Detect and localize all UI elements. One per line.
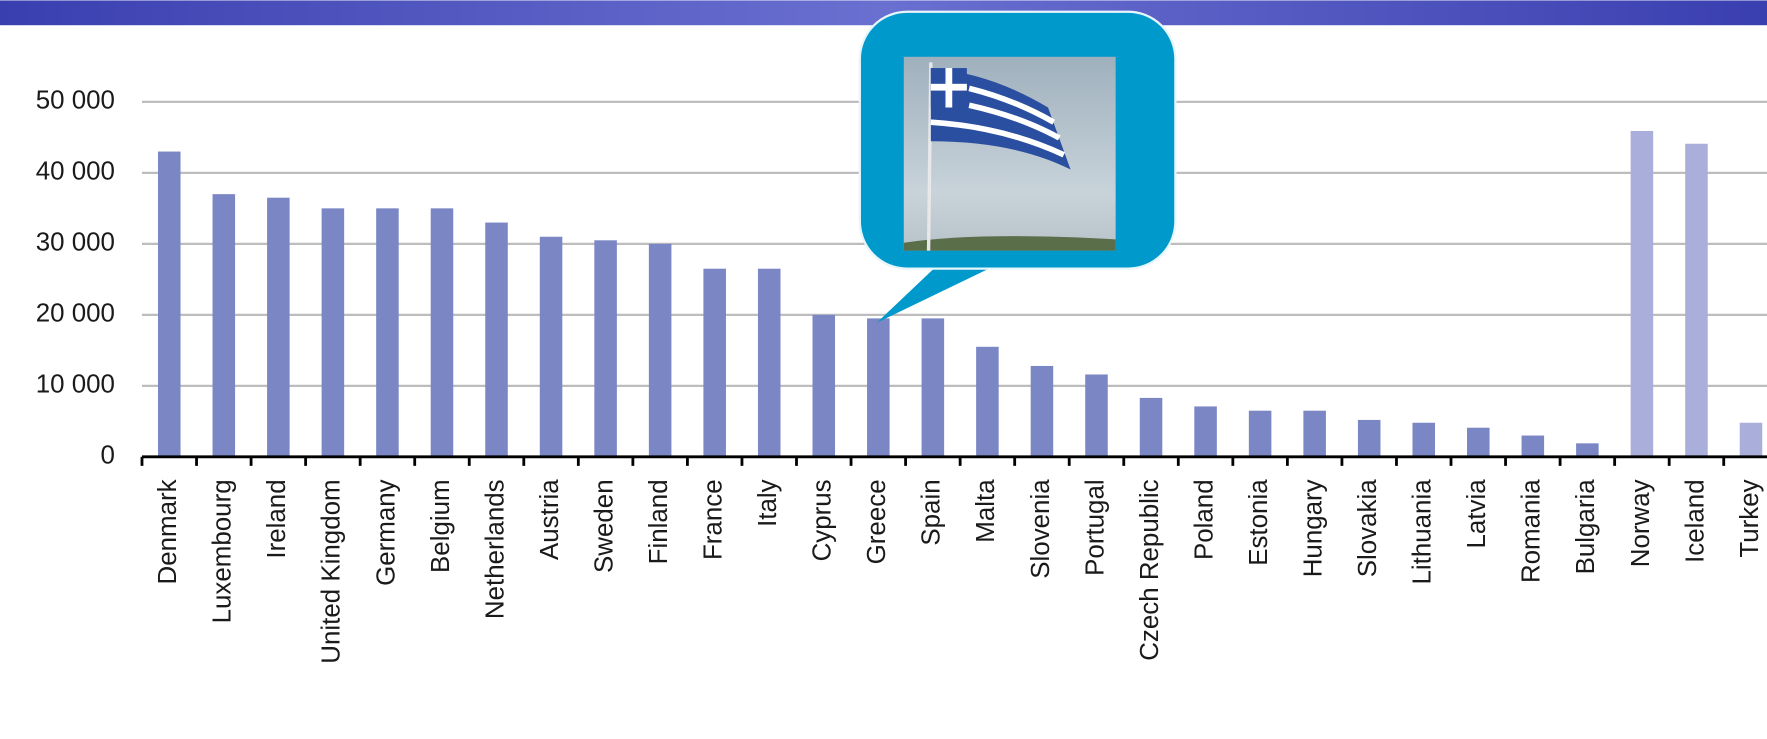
x-tick-label: Netherlands xyxy=(481,479,509,619)
bar xyxy=(430,208,454,457)
y-tick-label: 10 000 xyxy=(36,371,115,399)
x-tick-label: Luxembourg xyxy=(209,479,237,623)
bar xyxy=(867,318,890,457)
bar xyxy=(812,314,836,457)
y-tick-label: 20 000 xyxy=(36,300,115,328)
x-tick-label: Ireland xyxy=(263,479,291,558)
bar xyxy=(1248,410,1272,457)
x-tick-label: Cyprus xyxy=(809,479,837,561)
bar xyxy=(1739,422,1763,457)
bar xyxy=(212,194,236,457)
bar xyxy=(1194,406,1217,457)
bar xyxy=(757,268,781,457)
flag-pole xyxy=(926,62,933,251)
x-tick-label: Finland xyxy=(645,479,673,564)
x-tick-label: Turkey xyxy=(1736,479,1764,557)
x-tick-label: Czech Republic xyxy=(1136,479,1164,660)
y-tick-label: 30 000 xyxy=(36,229,115,257)
bar xyxy=(648,243,672,457)
x-tick-label: Spain xyxy=(918,479,946,545)
x-tick-label: Romania xyxy=(1518,479,1546,583)
bar xyxy=(1030,365,1054,457)
y-tick-label: 0 xyxy=(101,442,115,470)
bar xyxy=(321,208,345,457)
x-tick-label: Denmark xyxy=(154,479,182,584)
bar xyxy=(1303,410,1326,457)
callout-tail xyxy=(876,261,1003,323)
bar xyxy=(1521,435,1545,457)
bar xyxy=(485,222,508,457)
x-tick-label: Norway xyxy=(1627,479,1655,567)
greek-flag xyxy=(930,68,1071,170)
x-tick-label: Italy xyxy=(754,479,782,527)
x-tick-label: Estonia xyxy=(1245,479,1273,566)
bar xyxy=(1630,130,1654,457)
bar xyxy=(1085,374,1108,457)
x-tick-label: Germany xyxy=(372,479,400,586)
x-tick-label: France xyxy=(700,479,728,560)
y-tick-label: 40 000 xyxy=(36,158,115,186)
bar xyxy=(976,346,999,457)
x-tick-label: Latvia xyxy=(1463,479,1491,549)
x-tick-label: Portugal xyxy=(1081,479,1109,575)
bar xyxy=(539,236,563,457)
x-tick-label: Iceland xyxy=(1681,479,1709,563)
x-tick-label: Greece xyxy=(863,479,891,564)
hills xyxy=(903,236,1116,251)
x-tick-label: Austria xyxy=(536,479,564,560)
x-tick-label: Slovakia xyxy=(1354,479,1382,578)
x-tick-label: Malta xyxy=(972,479,1000,543)
x-tick-label: Belgium xyxy=(427,479,455,573)
plot: 0 10 000 20 000 30 000 40 000 50 000 Denmark Lu… xyxy=(36,87,1767,664)
bar xyxy=(1412,422,1436,457)
bar xyxy=(1467,427,1490,457)
y-tick-label: 50 000 xyxy=(36,87,115,115)
bar xyxy=(1357,419,1381,457)
x-tick-label: Lithuania xyxy=(1409,479,1437,585)
bar xyxy=(921,318,945,457)
x-tick-label: Hungary xyxy=(1300,479,1328,577)
bar xyxy=(1139,397,1163,457)
bar xyxy=(1685,143,1708,457)
bar xyxy=(157,151,181,457)
bar xyxy=(1576,443,1599,457)
callout xyxy=(858,10,1177,323)
x-tick-label: Sweden xyxy=(590,479,618,573)
bar xyxy=(376,208,399,457)
bar xyxy=(267,197,290,457)
bar xyxy=(703,268,726,457)
x-tick-label: Bulgaria xyxy=(1572,479,1600,575)
x-tick-label: Slovenia xyxy=(1027,479,1055,579)
x-tick-label: United Kingdom xyxy=(318,479,346,663)
bar xyxy=(594,240,617,457)
x-tick-label: Poland xyxy=(1190,479,1218,560)
